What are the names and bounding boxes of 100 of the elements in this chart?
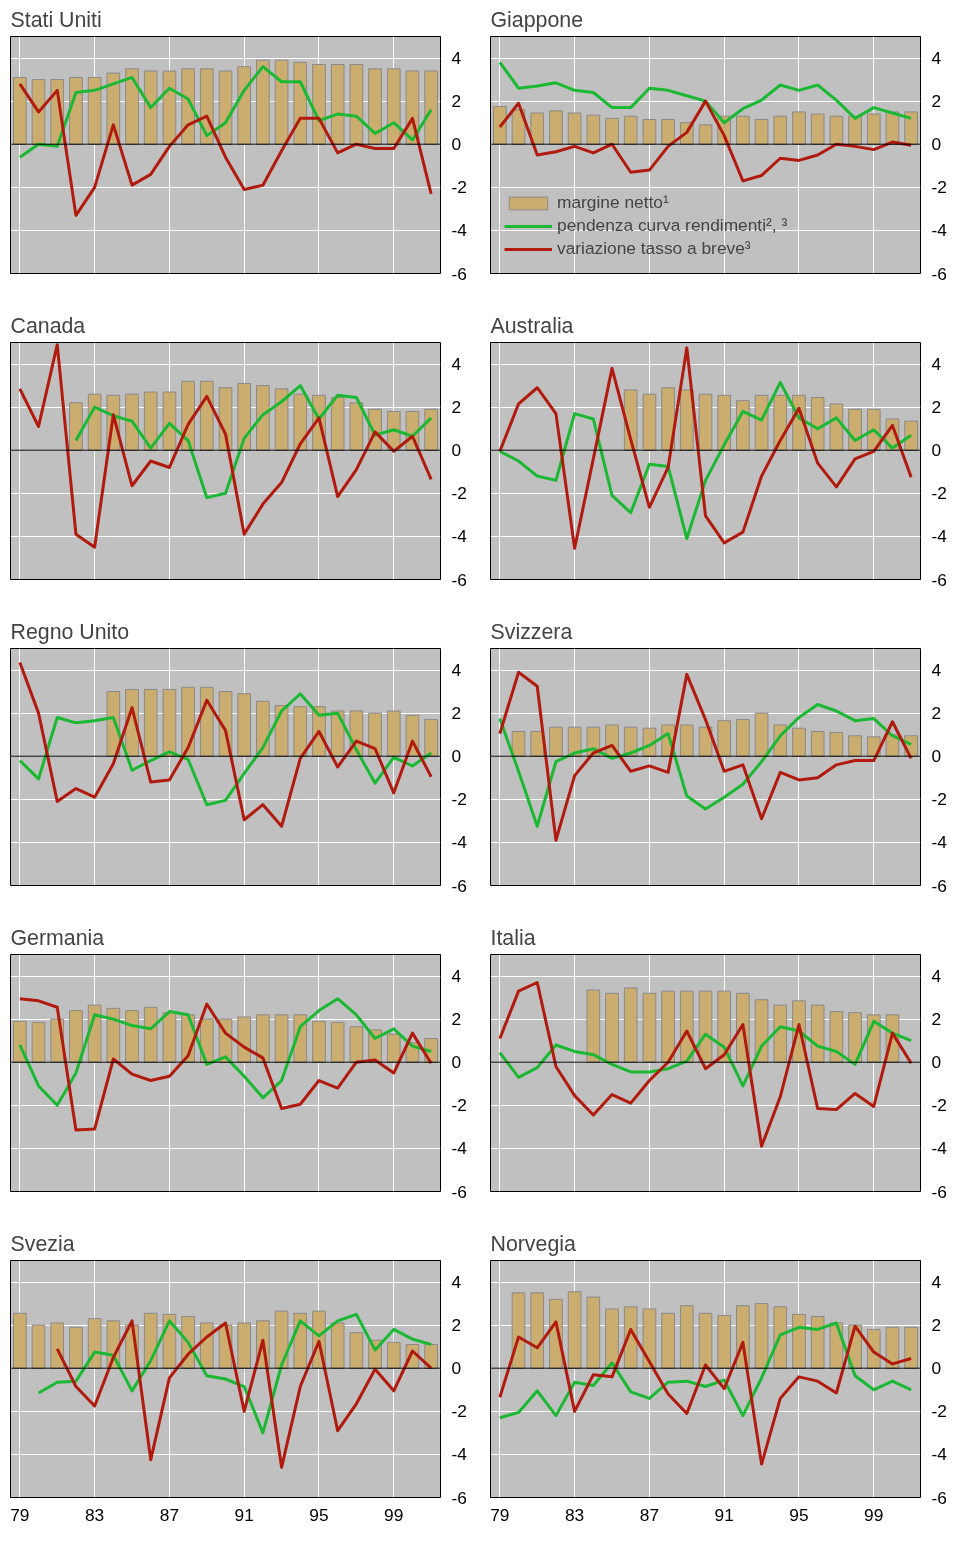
bar xyxy=(679,724,694,757)
line-series xyxy=(498,1019,913,1088)
chart-title: Norvegia xyxy=(490,1231,576,1256)
bar xyxy=(773,1004,788,1063)
chart-title: Australia xyxy=(490,313,574,338)
bar xyxy=(866,113,881,145)
x-tick-label: 95 xyxy=(309,1504,329,1525)
chart-title: Svizzera xyxy=(490,619,573,644)
y-tick-label: -4 xyxy=(451,1444,468,1465)
bar xyxy=(181,686,195,757)
bar xyxy=(567,726,582,757)
bar xyxy=(848,115,862,145)
bar xyxy=(810,730,825,757)
y-tick-label: -2 xyxy=(931,1095,947,1116)
bar xyxy=(661,990,675,1063)
y-tick-label: 2 xyxy=(451,703,462,724)
bar xyxy=(698,124,713,145)
bar xyxy=(511,1292,526,1369)
y-tick-label: 0 xyxy=(451,1052,462,1073)
bar xyxy=(218,70,233,145)
x-tick-label: 87 xyxy=(639,1504,660,1525)
bar xyxy=(386,68,401,145)
y-tick-label: 4 xyxy=(931,966,942,987)
bar xyxy=(661,1312,675,1369)
bar xyxy=(623,987,638,1063)
line-series xyxy=(498,380,913,541)
legend-label: margine netto¹ xyxy=(557,192,669,213)
bar xyxy=(717,1314,732,1369)
y-tick-label: 0 xyxy=(931,134,942,155)
y-tick-label: -6 xyxy=(451,875,467,896)
y-tick-label: 2 xyxy=(931,91,942,112)
chart-title: Giappone xyxy=(490,7,583,32)
bar xyxy=(199,686,214,757)
y-tick-label: -2 xyxy=(451,1095,467,1116)
y-tick-label: -6 xyxy=(451,263,467,284)
line-series xyxy=(498,99,913,183)
bar xyxy=(143,70,158,145)
line-series xyxy=(74,384,433,500)
bar xyxy=(661,118,675,145)
bar xyxy=(312,1020,326,1063)
legend-label: pendenza curva rendimenti², ³ xyxy=(557,215,788,236)
bar xyxy=(642,118,657,145)
bar xyxy=(237,1016,252,1063)
bar xyxy=(293,393,308,451)
bar xyxy=(567,112,582,145)
y-tick-label: -4 xyxy=(451,1138,468,1159)
bar xyxy=(773,115,788,145)
chart-title: Italia xyxy=(490,925,536,950)
line-series xyxy=(498,1321,913,1420)
bar xyxy=(829,403,844,451)
bar xyxy=(736,115,750,145)
bar xyxy=(87,393,102,451)
bar xyxy=(386,710,401,757)
bar xyxy=(829,1011,844,1063)
line-series xyxy=(18,65,433,159)
y-tick-label: -6 xyxy=(931,875,947,896)
bar xyxy=(274,59,289,145)
bar xyxy=(492,106,507,145)
bar xyxy=(87,76,102,145)
bar xyxy=(792,111,806,145)
bar xyxy=(829,115,844,145)
y-tick-label: 2 xyxy=(931,703,942,724)
bar xyxy=(754,712,769,757)
bar xyxy=(511,730,526,757)
bar xyxy=(256,59,270,145)
y-tick-label: 0 xyxy=(931,746,942,767)
bar xyxy=(605,992,619,1063)
y-tick-label: -4 xyxy=(451,526,468,547)
bar xyxy=(69,76,83,145)
y-tick-label: 4 xyxy=(451,48,462,69)
bar xyxy=(773,1306,788,1369)
bar xyxy=(810,396,825,451)
legend-label: variazione tasso a breve³ xyxy=(557,238,751,259)
bar xyxy=(50,1322,65,1369)
line-series xyxy=(498,60,913,125)
bar xyxy=(162,70,177,145)
bar xyxy=(904,1326,919,1369)
bar xyxy=(125,393,139,451)
bar xyxy=(698,990,713,1063)
bar xyxy=(586,989,601,1063)
bar xyxy=(349,1026,364,1063)
x-tick-label: 99 xyxy=(384,1504,404,1525)
y-tick-label: 4 xyxy=(451,354,462,375)
bar xyxy=(237,1322,252,1369)
y-tick-label: -4 xyxy=(451,220,468,241)
chart-title: Stati Uniti xyxy=(10,7,102,32)
line-series xyxy=(498,1320,913,1466)
line-series xyxy=(37,1312,433,1435)
x-tick-label: 79 xyxy=(490,1504,510,1525)
y-tick-label: 0 xyxy=(451,134,462,155)
bar xyxy=(810,1316,825,1369)
bar xyxy=(792,727,806,757)
y-tick-label: -6 xyxy=(931,1181,947,1202)
bar xyxy=(274,705,289,757)
bar xyxy=(330,1322,345,1369)
y-tick-label: -4 xyxy=(931,832,948,853)
bar xyxy=(31,79,46,145)
line-series xyxy=(18,692,433,807)
bar xyxy=(698,1312,713,1369)
bar xyxy=(274,1014,289,1063)
